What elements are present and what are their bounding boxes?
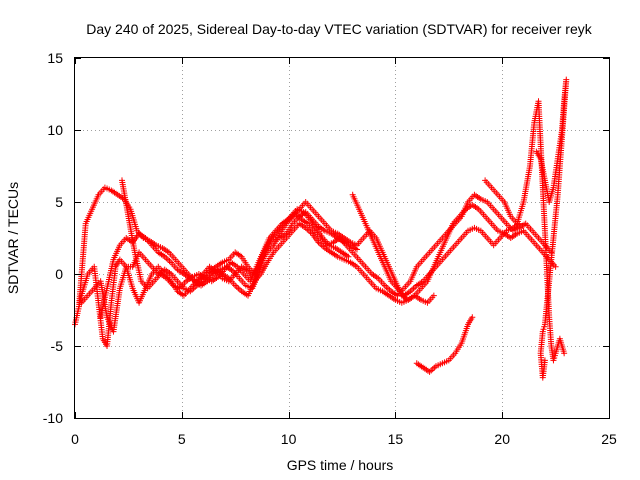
x-tick-label: 20 <box>494 431 510 447</box>
data-point <box>469 314 476 321</box>
series-trace-7 <box>413 314 476 375</box>
plot-frame <box>74 57 610 419</box>
data-point <box>561 350 568 357</box>
series-trace-3 <box>97 199 559 321</box>
x-tick-label: 0 <box>71 431 79 447</box>
x-tick-label: 10 <box>281 431 297 447</box>
series-trace-8 <box>482 98 568 364</box>
data-point <box>430 292 437 299</box>
data-marks <box>72 76 570 381</box>
chart-title: Day 240 of 2025, Sidereal Day-to-day VTE… <box>86 21 592 37</box>
y-tick-label: -10 <box>43 410 63 426</box>
y-tick-label: 15 <box>47 50 63 66</box>
series-trace-6 <box>349 191 523 299</box>
data-point <box>552 263 559 270</box>
series-trace-5 <box>78 220 437 335</box>
data-point <box>541 357 548 364</box>
y-tick-label: 0 <box>55 266 63 282</box>
series-trace-9 <box>533 76 570 381</box>
y-tick-label: 5 <box>55 194 63 210</box>
y-tick-label: -5 <box>51 338 64 354</box>
x-tick-label: 25 <box>601 431 617 447</box>
x-tick-label: 15 <box>388 431 404 447</box>
y-axis-label: SDTVAR / TECUs <box>5 182 21 294</box>
grid-lines <box>75 58 609 418</box>
x-tick-label: 5 <box>178 431 186 447</box>
axis-ticks <box>75 58 610 419</box>
x-tick-labels: 0 5 10 15 20 25 <box>71 431 617 447</box>
y-tick-label: 10 <box>47 122 63 138</box>
y-tick-labels: -10 -5 0 5 10 15 <box>43 50 63 426</box>
x-axis-label: GPS time / hours <box>287 457 394 473</box>
